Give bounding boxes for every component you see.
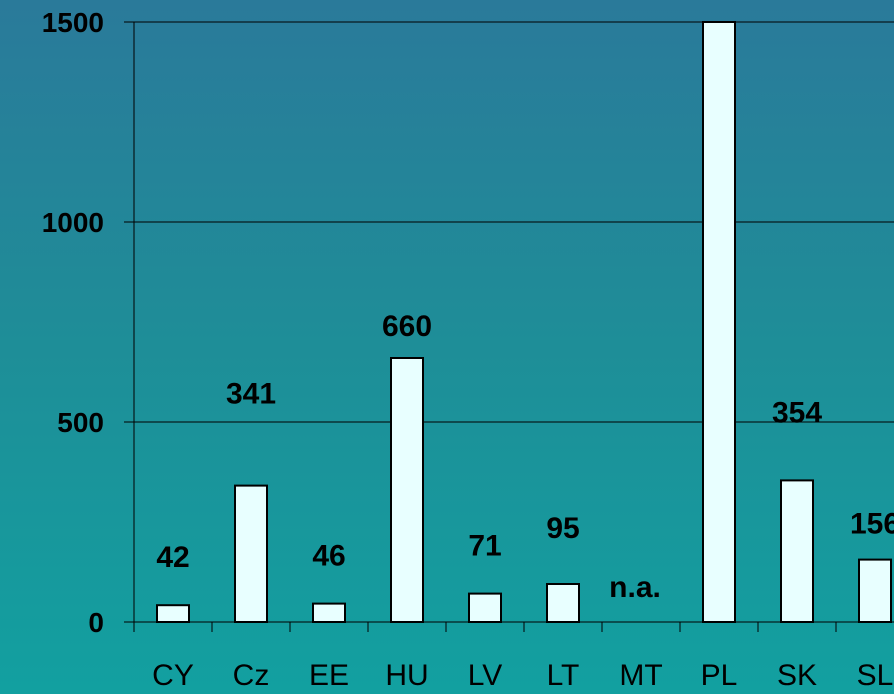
bar-lv xyxy=(468,592,502,623)
bar-sk xyxy=(780,479,814,623)
bar-sl xyxy=(858,558,892,623)
x-tick-label: PL xyxy=(701,659,738,692)
data-label: n.a. xyxy=(609,571,661,604)
bars xyxy=(156,21,892,624)
data-labels: 42 341 46 660 71 95 n.a. 354 156 xyxy=(156,310,894,604)
data-label: 341 xyxy=(226,378,276,411)
data-label: 71 xyxy=(468,530,501,563)
y-tick-label: 1000 xyxy=(42,207,104,238)
x-tick-label: HU xyxy=(385,659,428,692)
bar-hu xyxy=(390,357,424,623)
bar-ee xyxy=(312,602,346,623)
y-tick-labels: 0 500 1000 1500 xyxy=(42,7,104,638)
bar-lt xyxy=(546,583,580,623)
data-label: 660 xyxy=(382,310,432,343)
x-tick-label: SK xyxy=(777,659,817,692)
data-label: 354 xyxy=(772,396,822,429)
x-tick-label: LV xyxy=(468,659,502,692)
x-tick-label: CY xyxy=(152,659,194,692)
y-tick-label: 500 xyxy=(57,407,104,438)
bar-cy xyxy=(156,604,190,624)
data-label: 46 xyxy=(312,540,345,573)
x-tick-label: LT xyxy=(547,659,580,692)
data-label: 95 xyxy=(546,512,579,545)
data-label: 42 xyxy=(156,541,189,574)
x-tick-label: Cz xyxy=(233,659,270,692)
bar-pl xyxy=(702,21,736,623)
gridlines xyxy=(134,21,894,423)
bar-cz xyxy=(234,484,268,623)
x-tick-label: MT xyxy=(619,659,662,692)
x-tick-labels: CY Cz EE HU LV LT MT PL SK SL xyxy=(152,659,893,692)
x-tick-label: EE xyxy=(309,659,349,692)
y-tick-label: 0 xyxy=(88,607,104,638)
y-tick-label: 1500 xyxy=(42,7,104,38)
data-label: 156 xyxy=(850,508,894,541)
x-tick-label: SL xyxy=(857,659,894,692)
